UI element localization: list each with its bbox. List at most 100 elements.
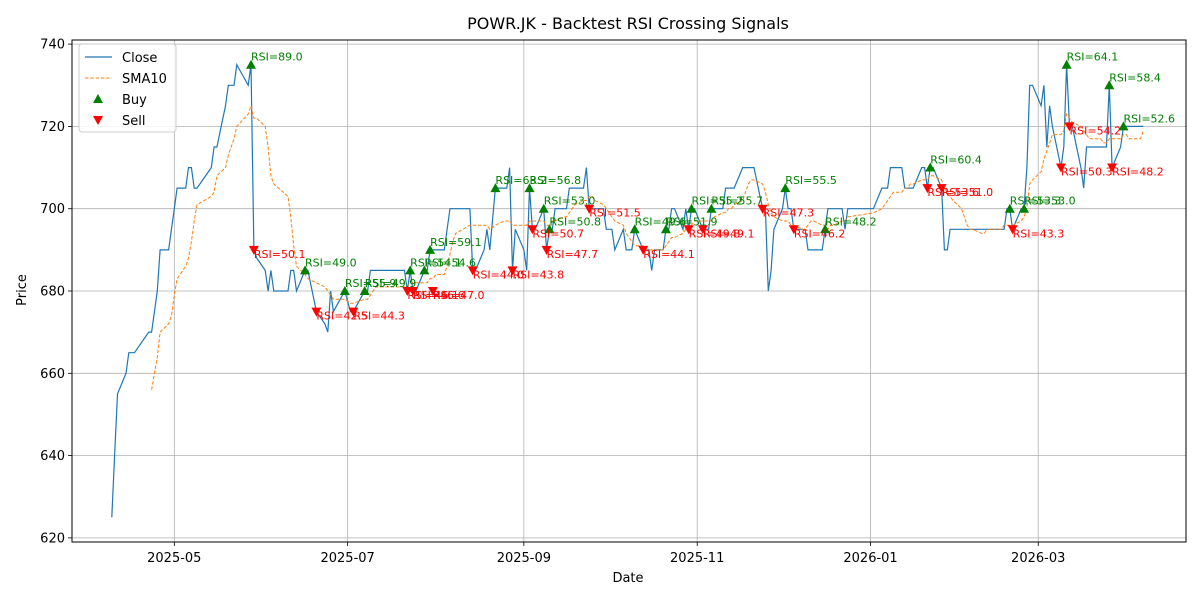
sell-marker: [507, 266, 518, 276]
buy-signal-label: RSI=51.9: [666, 215, 718, 228]
buy-marker: [538, 203, 549, 213]
y-tick-label: 620: [40, 531, 65, 546]
buy-signal-label: RSI=54.1: [410, 256, 462, 269]
sell-marker: [408, 287, 419, 296]
buy-signal-label: RSI=55.2: [692, 195, 744, 208]
buy-marker: [339, 286, 350, 295]
buy-marker: [300, 265, 311, 275]
buy-signal-label: RSI=49.0: [305, 256, 357, 269]
buy-signal-label: RSI=49.6: [635, 215, 687, 228]
buy-signal-label: RSI=53.3: [1010, 195, 1062, 208]
buy-marker: [706, 203, 717, 213]
sell-signal-label: RSI=46.6: [413, 289, 465, 302]
buy-marker: [359, 286, 370, 295]
buy-marker: [419, 265, 430, 275]
sell-signal-label: RSI=48.2: [1112, 166, 1164, 179]
buy-marker: [1019, 203, 1030, 213]
legend-swatch-sell: [93, 116, 103, 125]
buy-marker: [524, 183, 535, 193]
sell-marker: [1107, 163, 1118, 173]
sell-marker: [788, 225, 799, 235]
legend-box: [78, 43, 177, 133]
sell-signal-label: RSI=51.5: [589, 207, 641, 220]
buy-signal-label: RSI=56.8: [530, 174, 582, 187]
buy-marker: [629, 224, 640, 234]
x-tick-label: 2026-01: [843, 551, 897, 566]
y-axis-title: Price: [15, 274, 30, 306]
sell-signal-label: RSI=46.1: [407, 289, 459, 302]
sell-marker: [584, 204, 595, 214]
buy-marker: [925, 162, 936, 172]
buy-signal-label: RSI=48.2: [825, 215, 877, 228]
series-lines: [111, 62, 1144, 518]
y-tick-label: 640: [40, 449, 65, 464]
sell-marker: [427, 287, 438, 296]
sell-marker: [697, 225, 708, 235]
buy-signal-label: RSI=50.8: [549, 215, 601, 228]
sell-marker: [922, 184, 933, 194]
sell-marker: [248, 245, 259, 255]
x-tick-label: 2025-05: [147, 551, 201, 566]
buy-signal-label: RSI=63.2: [495, 174, 547, 187]
buy-marker: [1004, 203, 1015, 213]
buy-signal-label: RSI=53.0: [1024, 195, 1076, 208]
x-tick-label: 2025-11: [670, 551, 724, 566]
axes: 2025-05 2025-07 2025-09 2025-11 2026-01 2026-…: [40, 38, 1065, 566]
buy-marker: [686, 203, 697, 213]
sell-signal-label: RSI=50.1: [254, 248, 306, 261]
sell-signal-label: RSI=44.0: [473, 268, 525, 281]
sell-signal-label: RSI=46.2: [794, 227, 846, 240]
x-axis-title: Date: [612, 571, 643, 586]
sell-marker: [638, 245, 649, 255]
buy-marker: [405, 265, 416, 275]
sell-signal-label: RSI=51.0: [942, 186, 994, 199]
y-tick-label: 720: [40, 120, 65, 135]
buy-signal-label: RSI=58.4: [1109, 71, 1161, 84]
buy-signal-label: RSI=55.9: [345, 277, 397, 290]
sell-signal-label: RSI=54.2: [1069, 124, 1121, 137]
y-tick-label: 680: [40, 285, 65, 300]
sell-signal-label: RSI=44.3: [353, 310, 405, 323]
sell-marker: [1007, 225, 1018, 235]
sell-marker: [541, 245, 552, 255]
sell-signal-label: RSI=49.8: [689, 227, 741, 240]
sell-marker: [311, 307, 322, 317]
sell-marker: [936, 184, 947, 194]
x-tick-label: 2025-09: [497, 551, 551, 566]
sell-marker: [1064, 122, 1075, 132]
buy-signal-label: RSI=49.9: [365, 277, 417, 290]
buy-signal-label: RSI=54.6: [424, 256, 476, 269]
sell-signal-label: RSI=49.1: [703, 227, 755, 240]
buy-marker: [425, 244, 436, 254]
x-tick-label: 2025-07: [320, 551, 374, 566]
x-tick-label: 2026-03: [1011, 551, 1065, 566]
buy-marker: [780, 183, 791, 193]
sell-signal-label: RSI=44.1: [643, 248, 695, 261]
y-tick-label: 700: [40, 202, 65, 217]
buy-marker: [1104, 80, 1115, 90]
sell-signal-label: RSI=42.5: [316, 310, 368, 323]
buy-marker: [246, 59, 257, 69]
buy-marker: [544, 224, 555, 234]
legend-label: Sell: [122, 114, 145, 129]
signal-markers: [246, 59, 1129, 317]
buy-marker: [820, 224, 831, 234]
buy-marker: [490, 183, 501, 193]
legend-label: SMA10: [122, 72, 167, 87]
buy-marker: [1061, 59, 1072, 69]
sell-marker: [757, 204, 768, 214]
sell-signal-label: RSI=43.3: [1013, 227, 1065, 240]
y-tick-label: 660: [40, 367, 65, 382]
series-line-sma10: [151, 103, 1144, 390]
legend: Close SMA10 Buy Sell: [78, 43, 177, 133]
sell-signal-label: RSI=53.6: [927, 186, 979, 199]
sell-signal-label: RSI=43.8: [512, 268, 564, 281]
buy-marker: [1118, 121, 1129, 131]
sell-marker: [527, 225, 538, 235]
sell-marker: [683, 225, 694, 235]
buy-marker: [660, 224, 671, 234]
buy-signal-label: RSI=64.1: [1067, 51, 1119, 64]
buy-signal-label: RSI=52.6: [1123, 112, 1175, 125]
